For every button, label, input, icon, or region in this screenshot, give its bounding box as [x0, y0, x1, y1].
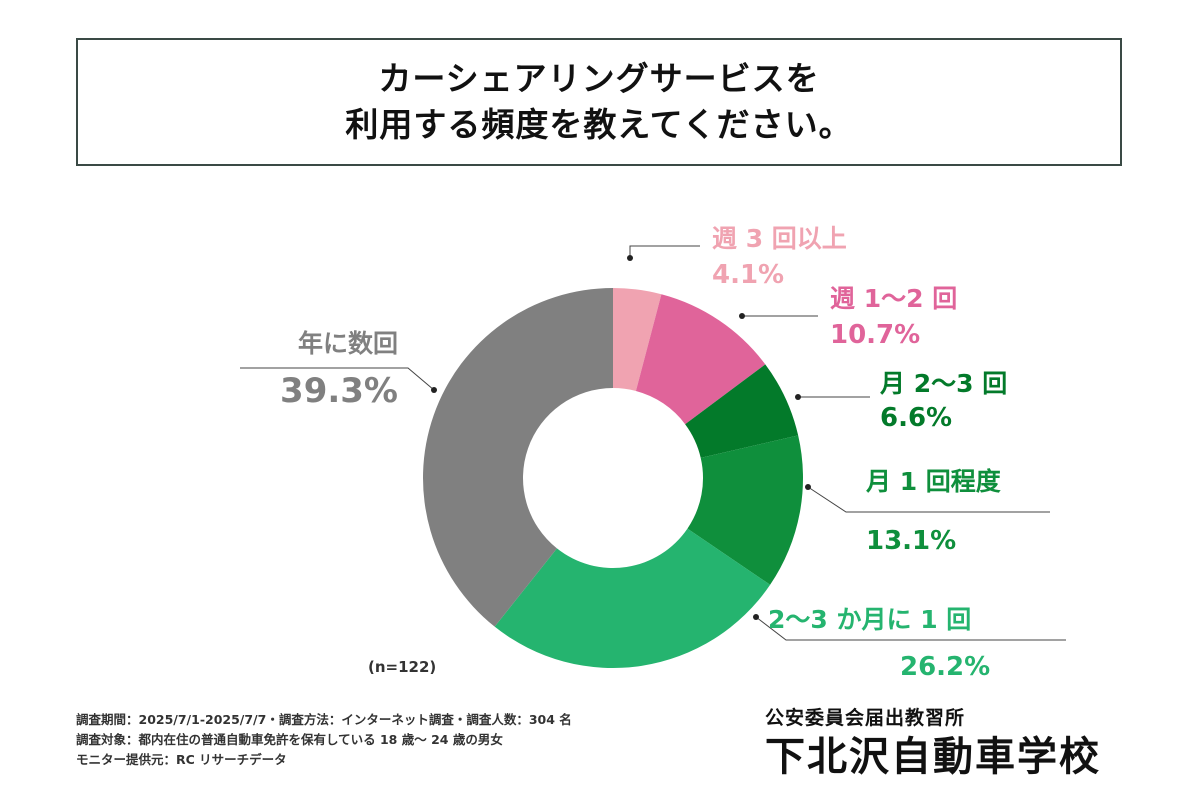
- title-box: カーシェアリングサービスを 利用する頻度を教えてください。: [76, 38, 1122, 166]
- category-label-weekly-3plus: 週 3 回以上: [712, 224, 847, 253]
- school-name: 下北沢自動車学校: [765, 734, 1101, 780]
- leader-dot-every-2to3-months: [753, 614, 759, 620]
- leader-dot-few-per-year: [431, 387, 437, 393]
- value-label-few-per-year: 39.3%: [280, 371, 398, 411]
- slice-monthly-1: [687, 435, 804, 585]
- slice-weekly-1to2: [635, 294, 766, 425]
- slice-every-2to3-months: [494, 528, 771, 669]
- category-label-monthly-2to3: 月 2〜3 回: [879, 369, 1007, 398]
- value-label-monthly-1: 13.1%: [866, 526, 956, 556]
- leader-line-weekly-3plus: [629, 245, 700, 258]
- footnote-source: モニター提供元：RC リサーチデータ: [76, 752, 287, 767]
- school-subtitle: 公安委員会届出教習所: [765, 707, 966, 729]
- value-label-monthly-2to3: 6.6%: [880, 403, 952, 433]
- category-label-weekly-1to2: 週 1〜2 回: [830, 284, 957, 313]
- value-label-weekly-1to2: 10.7%: [830, 320, 920, 350]
- footnote-target: 調査対象：都内在住の普通自動車免許を保有している 18 歳〜 24 歳の男女: [76, 732, 503, 747]
- slice-weekly-3plus: [613, 288, 662, 391]
- leader-dot-monthly-2to3: [795, 394, 801, 400]
- category-label-monthly-1: 月 1 回程度: [865, 467, 1001, 496]
- survey-footnotes: 調査期間：2025/7/1-2025/7/7・調査方法：インターネット調査・調査…: [76, 710, 572, 770]
- leader-dot-monthly-1: [805, 484, 811, 490]
- slice-monthly-2to3: [685, 364, 799, 458]
- title-line-2: 利用する頻度を教えてください。: [345, 105, 853, 144]
- slice-few-per-year: [422, 288, 613, 627]
- leader-line-every-2to3-months: [755, 616, 1066, 641]
- leader-dot-weekly-3plus: [627, 255, 633, 261]
- value-label-weekly-3plus: 4.1%: [712, 260, 784, 290]
- title-line-1: カーシェアリングサービスを: [378, 59, 820, 98]
- leader-dot-weekly-1to2: [739, 313, 745, 319]
- category-label-every-2to3-months: 2〜3 か月に 1 回: [768, 605, 971, 634]
- sample-size-label: (n=122): [368, 658, 437, 676]
- leader-line-monthly-1: [807, 486, 1050, 513]
- leader-line-few-per-year: [240, 367, 435, 391]
- value-label-every-2to3-months: 26.2%: [900, 652, 990, 682]
- footnote-period: 調査期間：2025/7/1-2025/7/7・調査方法：インターネット調査・調査…: [76, 712, 572, 727]
- category-label-few-per-year: 年に数回: [298, 329, 398, 358]
